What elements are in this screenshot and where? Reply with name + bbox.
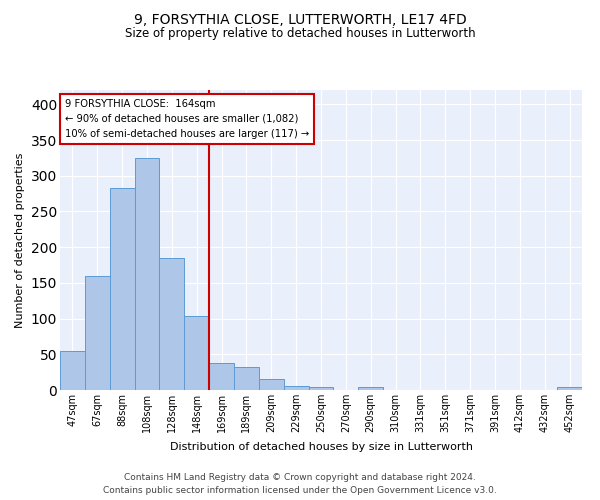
Bar — [134, 158, 160, 390]
Text: 9, FORSYTHIA CLOSE, LUTTERWORTH, LE17 4FD: 9, FORSYTHIA CLOSE, LUTTERWORTH, LE17 4F… — [134, 12, 466, 26]
Text: Contains HM Land Registry data © Crown copyright and database right 2024.: Contains HM Land Registry data © Crown c… — [124, 472, 476, 482]
Text: Distribution of detached houses by size in Lutterworth: Distribution of detached houses by size … — [170, 442, 473, 452]
Bar — [184, 316, 209, 390]
Text: Contains public sector information licensed under the Open Government Licence v3: Contains public sector information licen… — [103, 486, 497, 495]
Bar — [284, 386, 308, 390]
Bar — [234, 367, 259, 390]
Bar — [209, 363, 234, 390]
Text: 9 FORSYTHIA CLOSE:  164sqm
← 90% of detached houses are smaller (1,082)
10% of s: 9 FORSYTHIA CLOSE: 164sqm ← 90% of detac… — [65, 99, 310, 138]
Bar — [358, 387, 383, 390]
Bar — [85, 276, 110, 390]
Bar — [557, 387, 582, 390]
Text: Size of property relative to detached houses in Lutterworth: Size of property relative to detached ho… — [125, 28, 475, 40]
Bar — [110, 188, 134, 390]
Bar — [259, 380, 284, 390]
Bar — [60, 350, 85, 390]
Bar — [308, 387, 334, 390]
Y-axis label: Number of detached properties: Number of detached properties — [15, 152, 25, 328]
Bar — [160, 258, 184, 390]
